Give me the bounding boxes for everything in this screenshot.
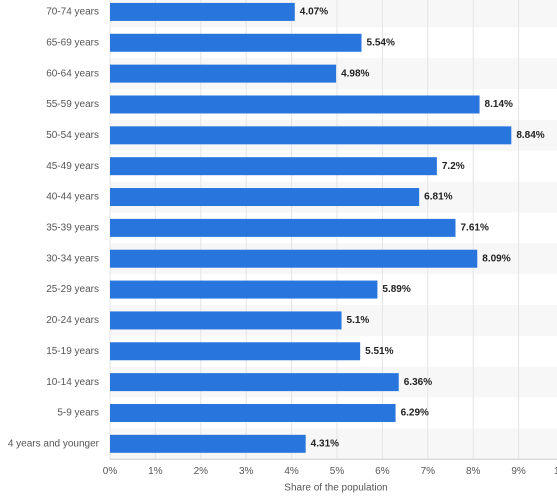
bar xyxy=(110,403,396,422)
bar xyxy=(110,280,378,299)
value-label: 6.81% xyxy=(424,192,452,203)
value-label: 5.51% xyxy=(365,346,393,357)
value-label: 8.14% xyxy=(485,99,513,110)
bar xyxy=(110,157,437,176)
x-axis-title: Share of the population xyxy=(284,483,387,494)
bar xyxy=(110,373,399,392)
value-label: 8.09% xyxy=(482,253,510,264)
y-tick-label: 50-54 years xyxy=(46,130,99,141)
x-tick-label: 5% xyxy=(330,466,345,477)
y-tick-label: 35-39 years xyxy=(46,223,99,234)
x-tick-label: 3% xyxy=(239,466,254,477)
y-tick-label: 5-9 years xyxy=(57,408,99,419)
y-tick-label: 60-64 years xyxy=(46,68,99,79)
x-tick-label: 2% xyxy=(194,466,209,477)
bar xyxy=(110,188,420,207)
value-label: 4.07% xyxy=(300,7,328,18)
x-tick-label: 0% xyxy=(103,466,118,477)
value-label: 6.29% xyxy=(401,408,429,419)
bar xyxy=(110,64,337,83)
value-label: 4.98% xyxy=(341,68,369,79)
value-label: 5.1% xyxy=(347,315,370,326)
value-label: 5.54% xyxy=(367,37,395,48)
x-tick-label: 4% xyxy=(284,466,299,477)
y-tick-label: 10-14 years xyxy=(46,377,99,388)
bar xyxy=(110,95,480,114)
y-tick-label: 65-69 years xyxy=(46,37,99,48)
bar xyxy=(110,2,295,21)
bar xyxy=(110,311,342,330)
y-tick-label: 4 years and younger xyxy=(8,438,100,449)
bar xyxy=(110,126,512,145)
y-tick-label: 15-19 years xyxy=(46,346,99,357)
x-tick-label: 7% xyxy=(421,466,436,477)
x-tick-label: 10% xyxy=(554,466,557,477)
y-tick-label: 55-59 years xyxy=(46,99,99,110)
bar xyxy=(110,342,361,361)
y-tick-label: 25-29 years xyxy=(46,284,99,295)
x-tick-label: 8% xyxy=(466,466,481,477)
y-tick-label: 20-24 years xyxy=(46,315,99,326)
value-label: 8.84% xyxy=(516,130,544,141)
value-label: 5.89% xyxy=(382,284,410,295)
bar xyxy=(110,434,306,453)
y-tick-label: 40-44 years xyxy=(46,192,99,203)
value-label: 7.61% xyxy=(460,223,488,234)
y-tick-label: 45-49 years xyxy=(46,161,99,172)
bar xyxy=(110,33,362,52)
bar xyxy=(110,218,456,237)
x-tick-label: 6% xyxy=(375,466,390,477)
y-tick-label: 30-34 years xyxy=(46,253,99,264)
bar xyxy=(110,249,478,268)
y-tick-label: 70-74 years xyxy=(46,7,99,18)
value-label: 4.31% xyxy=(311,438,339,449)
x-tick-label: 9% xyxy=(511,466,526,477)
x-tick-label: 1% xyxy=(148,466,163,477)
value-label: 7.2% xyxy=(442,161,465,172)
value-label: 6.36% xyxy=(404,377,432,388)
